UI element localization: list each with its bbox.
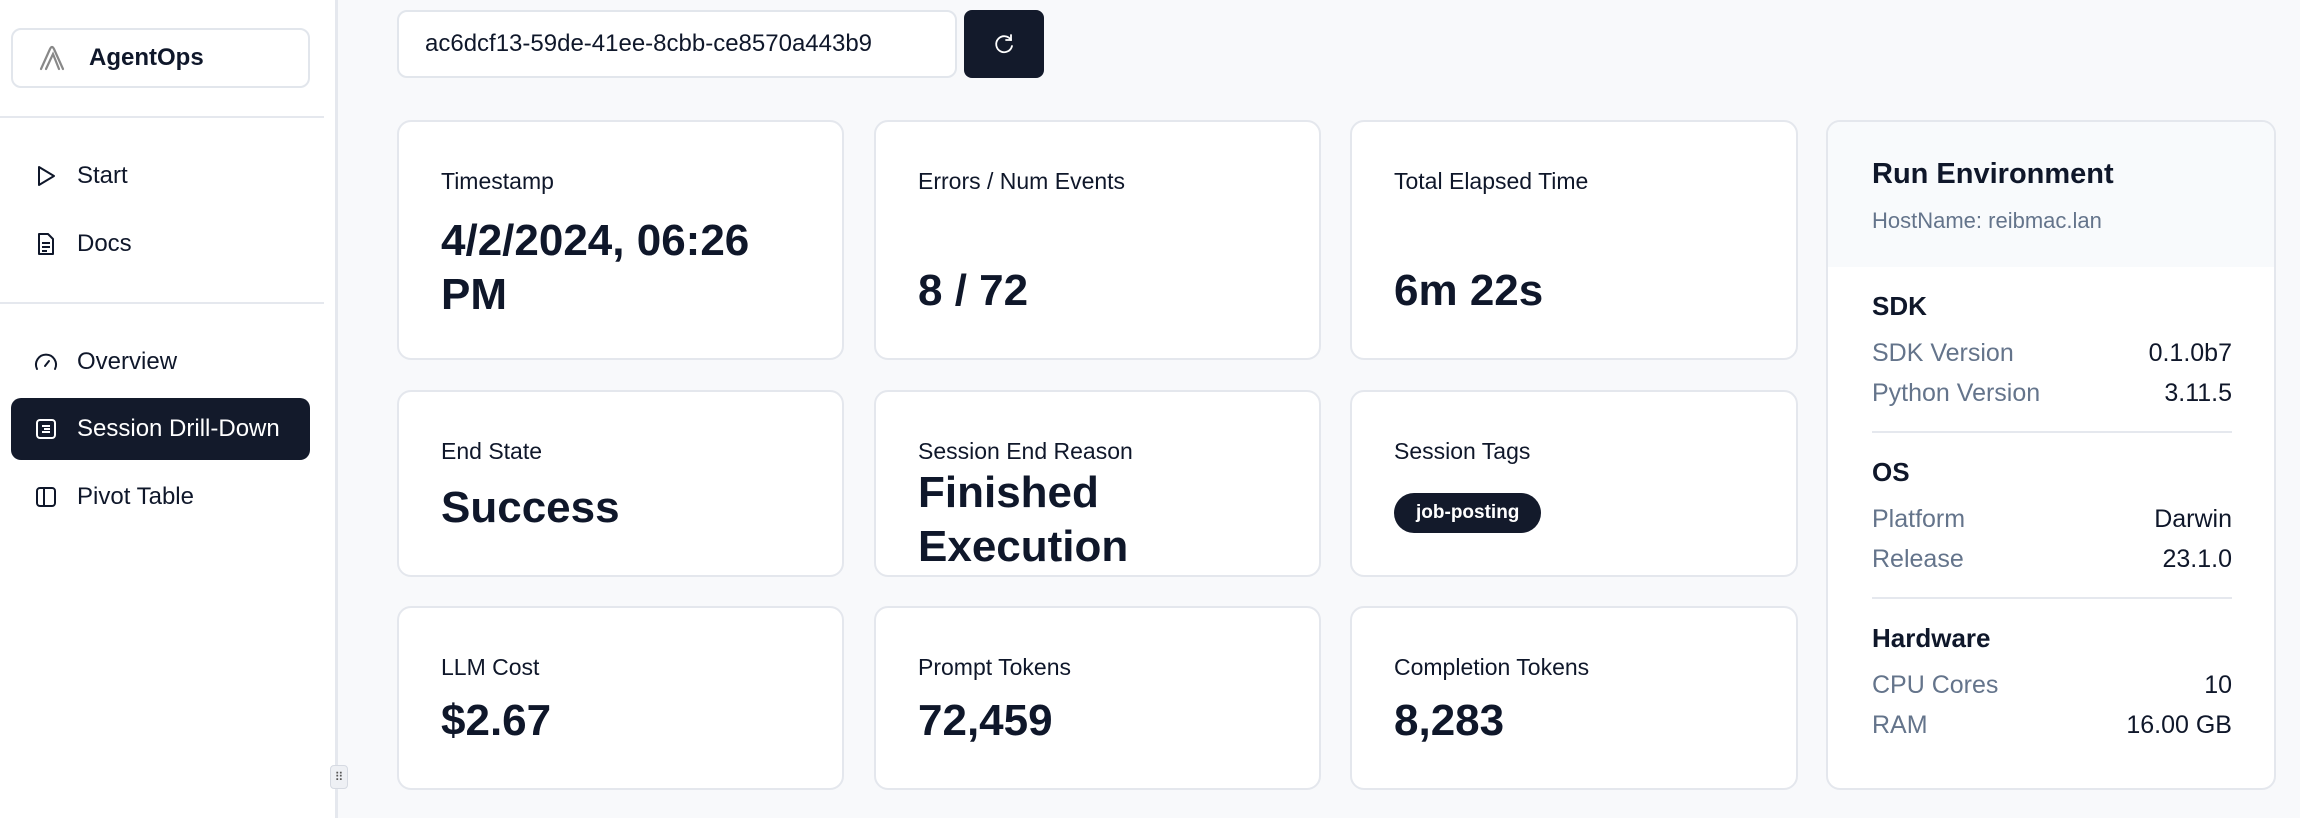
llm-cost-card: LLM Cost $2.67	[397, 606, 844, 790]
section-title: SDK	[1872, 291, 1927, 321]
env-value: 10	[2204, 671, 2232, 699]
tag-badge[interactable]: job-posting	[1394, 493, 1542, 533]
end-reason-card: Session End Reason Finished Execution	[874, 390, 1321, 577]
session-id-input[interactable]: ac6dcf13-59de-41ee-8cbb-ce8570a443b9	[397, 10, 957, 78]
list-icon	[36, 419, 56, 439]
end-state-card: End State Success	[397, 390, 844, 577]
document-icon	[38, 233, 54, 255]
env-key: CPU Cores	[1872, 671, 1999, 699]
card-label: Prompt Tokens	[918, 654, 1071, 680]
card-label: Total Elapsed Time	[1394, 168, 1589, 194]
sidebar-item-label: Session Drill-Down	[77, 415, 280, 442]
timestamp-card: Timestamp 4/2/2024, 06:26 PM	[397, 120, 844, 360]
card-label: Session End Reason	[918, 438, 1133, 464]
env-value: 16.00 GB	[2126, 711, 2232, 739]
env-row: Python Version 3.11.5	[1872, 373, 2232, 413]
env-title: Run Environment	[1872, 158, 2114, 190]
card-label: Errors / Num Events	[918, 168, 1126, 194]
sidebar-item-label: Pivot Table	[77, 483, 194, 510]
card-label: Completion Tokens	[1394, 654, 1590, 680]
sidebar-item-docs[interactable]: Docs	[11, 213, 310, 275]
env-key: Python Version	[1872, 379, 2041, 407]
brand-name: AgentOps	[89, 44, 204, 71]
session-tags-card: Session Tags job-posting	[1350, 390, 1798, 577]
env-key: Release	[1872, 545, 1964, 573]
run-environment-panel: Run Environment HostName: reibmac.lan SD…	[1826, 120, 2276, 790]
section-title: OS	[1872, 457, 1910, 487]
env-value: 3.11.5	[2164, 379, 2232, 407]
card-label: Session Tags	[1394, 438, 1531, 464]
refresh-icon	[995, 34, 1013, 54]
card-value: $2.67	[441, 696, 552, 745]
env-section-hardware: Hardware CPU Cores 10 RAM 16.00 GB	[1872, 599, 2232, 763]
card-value: 72,459	[918, 696, 1053, 745]
card-value: 4/2/2024, 06:26 PM	[441, 216, 750, 319]
card-value: Finished Execution	[918, 468, 1129, 571]
sidebar-item-pivot-table[interactable]: Pivot Table	[11, 466, 310, 528]
sidebar-item-label: Docs	[77, 230, 132, 257]
sidebar-item-overview[interactable]: Overview	[11, 331, 310, 393]
card-label: End State	[441, 438, 543, 464]
card-value: 6m 22s	[1394, 266, 1544, 315]
env-header: Run Environment HostName: reibmac.lan	[1828, 122, 2274, 267]
env-row: CPU Cores 10	[1872, 665, 2232, 705]
sidebar-item-label: Overview	[77, 348, 178, 375]
sidebar-divider	[0, 302, 324, 304]
env-value: 0.1.0b7	[2148, 339, 2232, 367]
card-value: 8,283	[1394, 696, 1505, 745]
card-label: Timestamp	[441, 168, 554, 194]
env-value: 23.1.0	[2162, 545, 2232, 573]
panel-icon	[36, 487, 56, 507]
env-hostname: HostName: reibmac.lan	[1872, 208, 2102, 233]
env-section-os: OS Platform Darwin Release 23.1.0	[1872, 433, 2232, 599]
prompt-tokens-card: Prompt Tokens 72,459	[874, 606, 1321, 790]
sidebar-item-label: Start	[77, 162, 128, 189]
elapsed-time-card: Total Elapsed Time 6m 22s	[1350, 120, 1798, 360]
env-key: SDK Version	[1872, 339, 2014, 367]
env-key: Platform	[1872, 505, 1966, 533]
env-row: RAM 16.00 GB	[1872, 705, 2232, 745]
env-section-sdk: SDK SDK Version 0.1.0b7 Python Version 3.1…	[1872, 267, 2232, 433]
sidebar-divider	[0, 116, 324, 118]
brand-logo[interactable]: AgentOps	[11, 28, 310, 88]
env-value: Darwin	[2154, 505, 2232, 533]
sidebar: AgentOps Start Docs Overview Session Dri…	[0, 0, 338, 818]
card-value: Success	[441, 483, 620, 532]
sidebar-resize-handle[interactable]: ⠿	[330, 765, 348, 789]
sidebar-item-start[interactable]: Start	[11, 145, 310, 207]
section-title: Hardware	[1872, 623, 1991, 653]
env-key: RAM	[1872, 711, 1928, 739]
env-row: Release 23.1.0	[1872, 539, 2232, 579]
refresh-button[interactable]	[964, 10, 1044, 78]
card-label: LLM Cost	[441, 654, 540, 680]
card-value: 8 / 72	[918, 266, 1029, 315]
gauge-icon	[35, 353, 57, 370]
sidebar-item-session-drill-down[interactable]: Session Drill-Down	[11, 398, 310, 460]
errors-events-card: Errors / Num Events 8 / 72	[874, 120, 1321, 360]
env-row: Platform Darwin	[1872, 499, 2232, 539]
agentops-logo-icon	[39, 45, 65, 71]
completion-tokens-card: Completion Tokens 8,283	[1350, 606, 1798, 790]
play-icon	[38, 166, 55, 186]
env-row: SDK Version 0.1.0b7	[1872, 333, 2232, 373]
